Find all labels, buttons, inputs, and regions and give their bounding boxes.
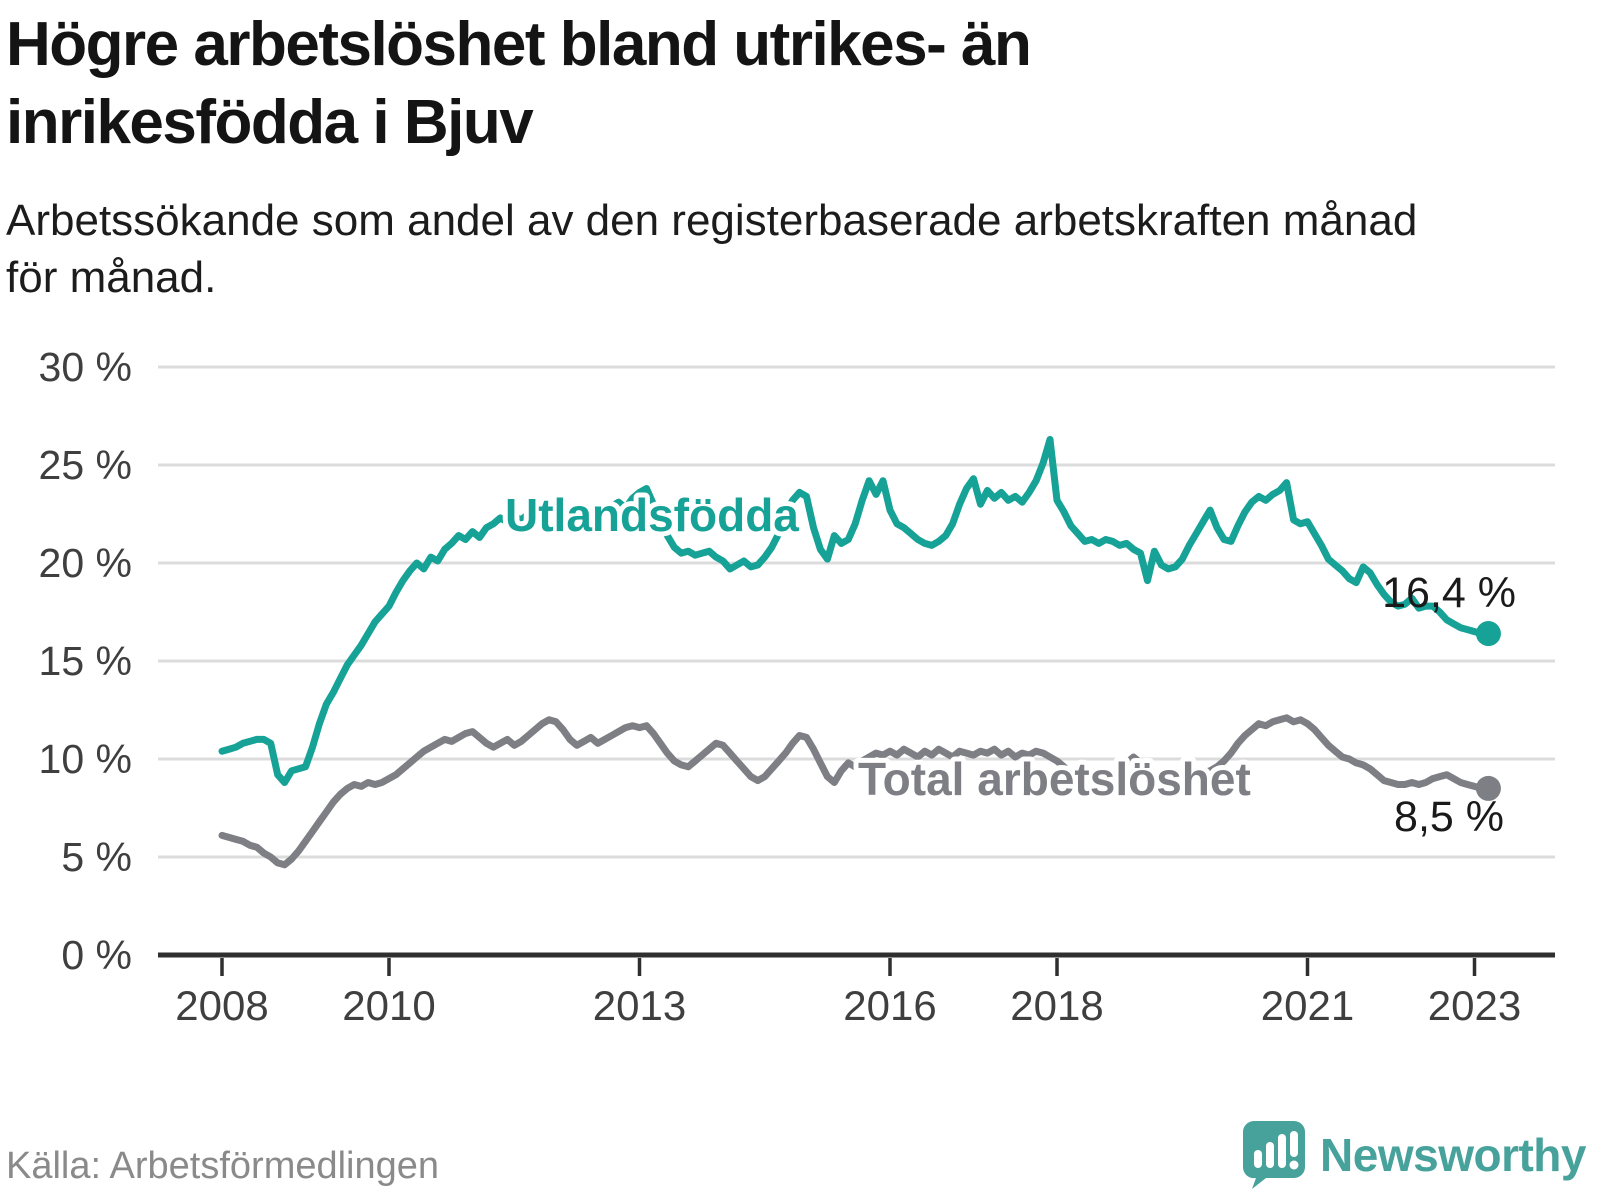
gridlines bbox=[158, 365, 1555, 859]
y-tick-label-30: 30 % bbox=[39, 344, 132, 390]
subtitle-line-2: för månad. bbox=[6, 253, 217, 303]
subtitle-line-1: Arbetssökande som andel av den registerb… bbox=[6, 196, 1418, 246]
end-value-label-total: 8,5 % bbox=[1394, 793, 1504, 841]
y-tick-label-5: 5 % bbox=[61, 834, 132, 880]
source-note: Källa: Arbetsförmedlingen bbox=[6, 1145, 440, 1187]
title-line-2: inrikesfödda i Bjuv bbox=[6, 88, 534, 158]
x-tick-label-2010: 2010 bbox=[342, 982, 435, 1029]
page-title: Högre arbetslöshet bland utrikes- än inr… bbox=[6, 6, 1584, 162]
y-tick-label-0: 0 % bbox=[61, 932, 132, 978]
x-tick-label-2023: 2023 bbox=[1428, 982, 1521, 1029]
y-tick-label-25: 25 % bbox=[39, 442, 132, 488]
chart-header: Högre arbetslöshet bland utrikes- än inr… bbox=[6, 6, 1584, 307]
axes: 30 % 25 % 20 % 15 % 10 % 5 % 0 % 2008 2010 2013 20… bbox=[39, 344, 1555, 1029]
x-tick-label-2016: 2016 bbox=[843, 982, 936, 1029]
x-tick-label-2021: 2021 bbox=[1261, 982, 1354, 1029]
data-series bbox=[218, 436, 1501, 869]
x-tick-label-2013: 2013 bbox=[593, 982, 686, 1029]
end-dot-total-arbetsloshet bbox=[1475, 775, 1501, 801]
end-value-label-utlandsfodda: 16,4 % bbox=[1382, 569, 1516, 617]
line-total-arbetsloshet bbox=[218, 714, 1492, 869]
title-line-1: Högre arbetslöshet bland utrikes- än bbox=[6, 10, 1032, 79]
series-label-utlandsfodda: Utlandsfödda bbox=[505, 489, 799, 541]
y-tick-label-10: 10 % bbox=[39, 736, 132, 782]
newsworthy-logo-text: Newsworthy bbox=[1320, 1129, 1586, 1181]
y-tick-label-15: 15 % bbox=[39, 638, 132, 684]
chart-subtitle: Arbetssökande som andel av den registerb… bbox=[6, 192, 1584, 306]
x-tick-label-2008: 2008 bbox=[175, 982, 268, 1029]
series-label-total-arbetsloshet: Total arbetslöshet bbox=[858, 753, 1251, 805]
line-utlandsfodda bbox=[218, 436, 1492, 786]
x-tick-label-2018: 2018 bbox=[1010, 982, 1103, 1029]
newsworthy-logo: Newsworthy bbox=[1242, 1120, 1586, 1190]
newsworthy-logo-icon bbox=[1243, 1121, 1306, 1189]
y-tick-label-20: 20 % bbox=[39, 540, 132, 586]
end-dot-utlandsfodda bbox=[1475, 621, 1501, 647]
